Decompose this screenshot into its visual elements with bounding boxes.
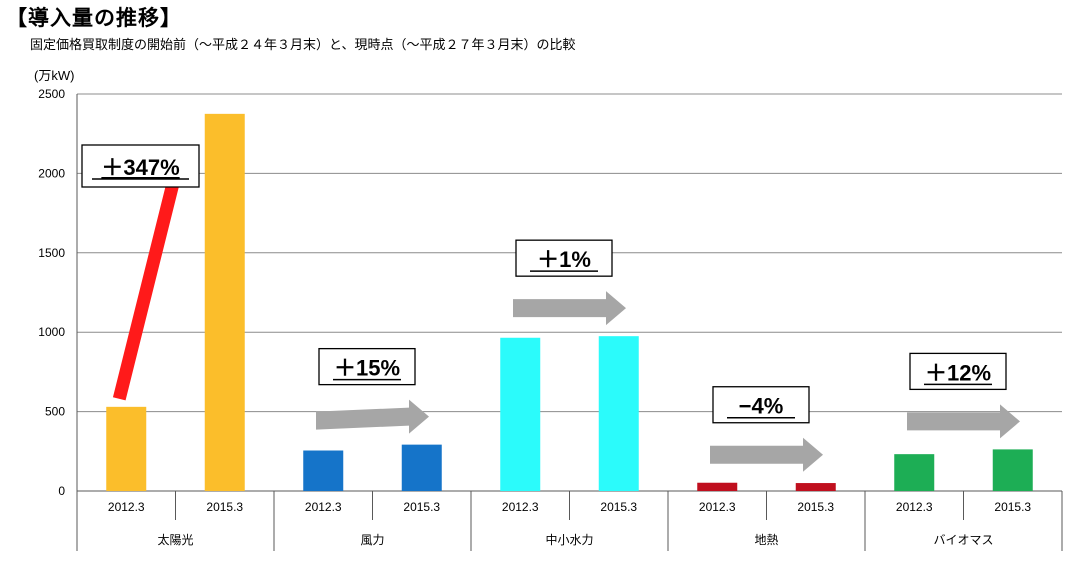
- change-label: ＋347%: [101, 155, 179, 180]
- y-tick-label: 1000: [38, 325, 65, 339]
- x-category-label: バイオマス: [933, 533, 993, 547]
- y-tick-label: 1500: [38, 246, 65, 260]
- bar: [697, 482, 738, 491]
- change-arrow: [513, 291, 626, 326]
- change-label-box: [318, 347, 416, 386]
- change-label-box: [712, 386, 810, 424]
- x-period-label: 2015.3: [600, 500, 637, 514]
- x-period-label: 2015.3: [206, 500, 243, 514]
- x-period-label: 2015.3: [797, 500, 834, 514]
- axis-labels: 0 500 1000 1500 2000 2500 2012.3 2015.3 太陽光 2012.…: [38, 87, 1031, 547]
- x-period-label: 2012.3: [896, 500, 933, 514]
- y-tick-label: 2000: [38, 166, 65, 180]
- change-label-box: [909, 352, 1007, 391]
- x-period-label: 2012.3: [305, 500, 342, 514]
- bar: [500, 337, 541, 491]
- x-period-label: 2012.3: [502, 500, 539, 514]
- change-arrow: [907, 404, 1020, 439]
- x-period-label: 2012.3: [699, 500, 736, 514]
- change-labels: ＋347% ＋15% ＋1% −4% ＋12%: [81, 144, 1007, 424]
- page-title: 【導入量の推移】: [6, 6, 182, 30]
- bar: [795, 483, 836, 491]
- x-period-label: 2015.3: [994, 500, 1031, 514]
- change-label: ＋1%: [537, 247, 591, 272]
- bars: [106, 113, 1033, 491]
- bar: [894, 454, 935, 491]
- y-axis-unit-label: (万kW): [34, 68, 74, 83]
- x-category-label: 風力: [360, 533, 384, 547]
- bar: [401, 444, 442, 491]
- bar: [598, 336, 639, 491]
- x-period-label: 2012.3: [108, 500, 145, 514]
- bar: [106, 406, 147, 491]
- page-subtitle: 固定価格買取制度の開始前（～平成２４年３月末）と、現時点（～平成２７年３月末）の…: [30, 38, 576, 53]
- change-arrow: [112, 162, 186, 401]
- x-category-label: 中小水力: [545, 532, 593, 547]
- change-label-box: [515, 239, 613, 277]
- x-category-label: 太陽光: [157, 532, 193, 547]
- bar: [303, 450, 344, 491]
- bar: [992, 449, 1033, 491]
- x-period-label: 2015.3: [403, 500, 440, 514]
- change-arrow: [316, 399, 429, 434]
- x-category-label: 地熱: [754, 533, 778, 547]
- change-label: ＋15%: [334, 356, 400, 381]
- change-label: −4%: [739, 394, 784, 419]
- bar: [204, 113, 245, 491]
- change-label: ＋12%: [925, 360, 991, 385]
- change-arrow: [710, 437, 823, 472]
- y-tick-label: 500: [45, 405, 65, 419]
- change-label-box: [81, 144, 200, 188]
- y-tick-label: 2500: [38, 87, 65, 101]
- y-tick-label: 0: [58, 484, 65, 498]
- change-arrows: [112, 162, 1020, 472]
